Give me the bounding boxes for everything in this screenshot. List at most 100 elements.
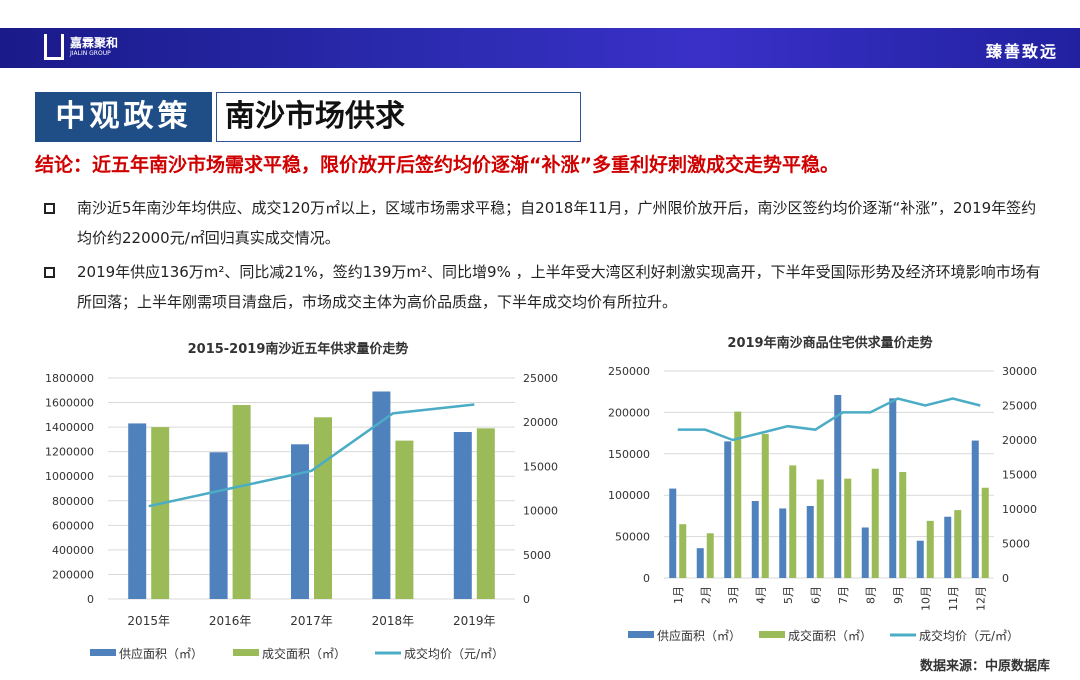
- bar-deal: [734, 411, 742, 578]
- bar-supply: [889, 398, 897, 578]
- y2-tick-label: 0: [1002, 572, 1009, 585]
- y-tick-label: 800000: [52, 495, 94, 508]
- bar-deal: [844, 478, 852, 578]
- bar-deal: [476, 428, 495, 599]
- bar-supply: [696, 548, 704, 578]
- bar-supply: [944, 516, 952, 578]
- y-tick-label: 600000: [52, 519, 94, 532]
- x-tick-label: 5月: [782, 586, 795, 604]
- bullet-text: 南沙近5年南沙年均供应、成交120万㎡以上，区域市场需求平稳；自2018年11月…: [77, 199, 1037, 247]
- legend-swatch: [628, 631, 654, 638]
- y-tick-label: 1400000: [45, 421, 94, 434]
- y2-tick-label: 30000: [1002, 365, 1037, 378]
- legend-label: 供应面积（㎡）: [657, 628, 741, 643]
- legend-label: 成交均价（元/㎡）: [919, 628, 1019, 643]
- header-banner: 嘉霖聚和 JIALIN GROUP 臻善致远: [0, 28, 1080, 68]
- bullet-text: 2019年供应136万m²、同比减21%，签约139万m²、同比增9% ，上半年…: [77, 263, 1041, 311]
- y2-tick-label: 10000: [523, 505, 558, 518]
- bar-deal: [151, 427, 170, 599]
- bar-supply: [779, 508, 787, 578]
- y2-tick-label: 5000: [1002, 538, 1030, 551]
- x-tick-label: 12月: [974, 586, 987, 611]
- company-logo: 嘉霖聚和 JIALIN GROUP: [44, 34, 118, 60]
- x-tick-label: 2017年: [290, 614, 333, 628]
- conclusion: 结论：近五年南沙市场需求平稳，限价放开后签约均价逐渐“补涨”多重利好刺激成交走势…: [35, 154, 839, 176]
- y-tick-label: 0: [87, 593, 94, 606]
- y-tick-label: 50000: [615, 531, 650, 544]
- bar-supply: [861, 527, 869, 578]
- bar-deal: [954, 510, 962, 578]
- logo-cn: 嘉霖聚和: [70, 36, 119, 50]
- square-bullet-icon: [44, 267, 55, 278]
- bullet-item: 南沙近5年南沙年均供应、成交120万㎡以上，区域市场需求平稳；自2018年11月…: [44, 193, 1044, 253]
- bar-supply: [291, 444, 309, 599]
- bar-deal: [314, 417, 332, 599]
- bar-supply: [971, 440, 979, 578]
- bar-supply: [128, 423, 147, 599]
- x-tick-label: 10月: [919, 586, 932, 611]
- y-tick-label: 1600000: [45, 397, 94, 410]
- bar-deal: [981, 487, 989, 578]
- page-title: 南沙市场供求: [216, 92, 581, 142]
- x-tick-label: 2月: [699, 586, 712, 604]
- y2-tick-label: 25000: [1002, 400, 1037, 413]
- y-tick-label: 200000: [52, 568, 94, 581]
- y2-tick-label: 0: [523, 593, 530, 606]
- legend-label: 成交均价（元/㎡）: [404, 646, 504, 661]
- line-price: [148, 403, 475, 508]
- x-tick-label: 2015年: [127, 614, 170, 628]
- y2-tick-label: 15000: [1002, 469, 1037, 482]
- bar-deal: [926, 520, 934, 578]
- bar-supply: [669, 488, 677, 578]
- chart-yearly-supply-demand: 2015-2019南沙近五年供求量价走势02000004000006000008…: [45, 341, 558, 661]
- x-tick-label: 8月: [864, 586, 877, 604]
- section-tag: 中观政策: [35, 92, 212, 142]
- x-tick-label: 2019年: [453, 614, 496, 628]
- y2-tick-label: 25000: [523, 372, 558, 385]
- y2-tick-label: 15000: [523, 460, 558, 473]
- bar-supply: [806, 505, 814, 578]
- bar-supply: [209, 452, 228, 599]
- x-tick-label: 3月: [727, 586, 740, 604]
- x-tick-label: 2016年: [209, 614, 252, 628]
- y-tick-label: 100000: [608, 489, 650, 502]
- chart-monthly-supply-demand: 2019年南沙商品住宅供求量价走势05000010000015000020000…: [608, 335, 1037, 643]
- bar-supply: [834, 395, 842, 578]
- legend-label: 供应面积（㎡）: [119, 646, 203, 661]
- logo-en: JIALIN GROUP: [70, 50, 111, 57]
- bar-supply: [724, 441, 732, 578]
- x-tick-label: 6月: [809, 586, 822, 604]
- y-tick-label: 0: [643, 572, 650, 585]
- y-tick-label: 1800000: [45, 372, 94, 385]
- bar-supply: [916, 540, 924, 578]
- x-tick-label: 4月: [754, 586, 767, 604]
- data-source: 数据来源：中原数据库: [920, 659, 1051, 674]
- y-tick-label: 1000000: [45, 470, 94, 483]
- y2-tick-label: 20000: [523, 416, 558, 429]
- legend-label: 成交面积（㎡）: [262, 646, 346, 661]
- legend-label: 成交面积（㎡）: [788, 628, 872, 643]
- logo-mark-icon: [44, 34, 64, 60]
- bar-supply: [751, 500, 759, 578]
- x-tick-label: 7月: [837, 586, 850, 604]
- bar-deal: [761, 433, 769, 578]
- x-tick-label: 9月: [892, 586, 905, 604]
- y-tick-label: 250000: [608, 365, 650, 378]
- bar-deal: [679, 524, 687, 578]
- x-tick-label: 11月: [947, 586, 960, 611]
- bullet-item: 2019年供应136万m²、同比减21%，签约139万m²、同比增9% ，上半年…: [44, 257, 1044, 317]
- y-tick-label: 1200000: [45, 446, 94, 459]
- line-price: [677, 397, 981, 442]
- y-tick-label: 400000: [52, 544, 94, 557]
- bar-deal: [789, 465, 797, 578]
- slogan: 臻善致远: [985, 42, 1058, 61]
- x-tick-label: 1月: [672, 586, 685, 604]
- y2-tick-label: 5000: [523, 549, 551, 562]
- y-tick-label: 150000: [608, 448, 650, 461]
- chart-title: 2019年南沙商品住宅供求量价走势: [727, 335, 932, 351]
- y2-tick-label: 20000: [1002, 434, 1037, 447]
- legend-swatch: [233, 649, 259, 656]
- bar-deal: [706, 533, 714, 578]
- legend-swatch: [759, 631, 785, 638]
- bar-deal: [899, 472, 907, 578]
